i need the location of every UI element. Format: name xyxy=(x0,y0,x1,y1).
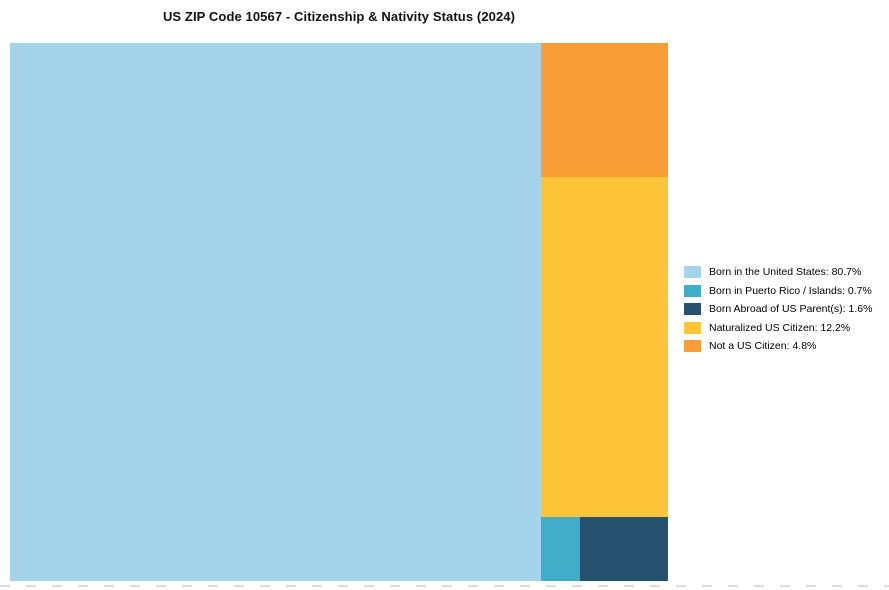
legend-label-not-a-us-citizen: Not a US Citizen: 4.8% xyxy=(709,340,817,352)
legend-label-born-abroad-of-us-parents: Born Abroad of US Parent(s): 1.6% xyxy=(709,303,873,315)
treemap-rect-not-a-us-citizen[interactable] xyxy=(541,43,668,177)
treemap-rect-naturalized-us-citizen[interactable] xyxy=(541,176,668,517)
chart-title: US ZIP Code 10567 - Citizenship & Nativi… xyxy=(162,9,516,24)
legend-label-born-in-puerto-rico-islands: Born in Puerto Rico / Islands: 0.7% xyxy=(709,284,872,297)
legend-swatch-naturalized-us-citizen xyxy=(684,321,701,334)
treemap-right-column xyxy=(541,43,668,581)
treemap-rect-born-in-united-states[interactable] xyxy=(10,43,541,581)
legend-item-born-abroad-of-us-parents[interactable]: Born Abroad of US Parent(s): 1.6% xyxy=(684,303,872,315)
legend-item-born-in-united-states[interactable]: Born in the United States: 80.7% xyxy=(684,266,872,278)
legend-label-born-in-united-states: Born in the United States: 80.7% xyxy=(709,266,862,278)
legend-item-not-a-us-citizen[interactable]: Not a US Citizen: 4.8% xyxy=(684,340,872,352)
treemap-rect-born-in-puerto-rico-islands[interactable] xyxy=(541,516,580,581)
treemap-bottom-row xyxy=(541,516,668,581)
legend: Born in the United States: 80.7% Born in… xyxy=(684,266,872,352)
bottom-crop-marks xyxy=(0,585,889,587)
legend-swatch-born-abroad-of-us-parents xyxy=(684,303,701,315)
treemap-rect-born-abroad-of-us-parents[interactable] xyxy=(579,516,668,581)
legend-item-born-in-puerto-rico-islands[interactable]: Born in Puerto Rico / Islands: 0.7% xyxy=(684,284,872,297)
legend-swatch-born-in-puerto-rico-islands xyxy=(684,284,701,297)
treemap-plot xyxy=(10,43,668,581)
legend-label-naturalized-us-citizen: Naturalized US Citizen: 12.2% xyxy=(709,321,851,334)
legend-swatch-born-in-united-states xyxy=(684,266,701,278)
legend-swatch-not-a-us-citizen xyxy=(684,340,701,352)
legend-item-naturalized-us-citizen[interactable]: Naturalized US Citizen: 12.2% xyxy=(684,321,872,334)
